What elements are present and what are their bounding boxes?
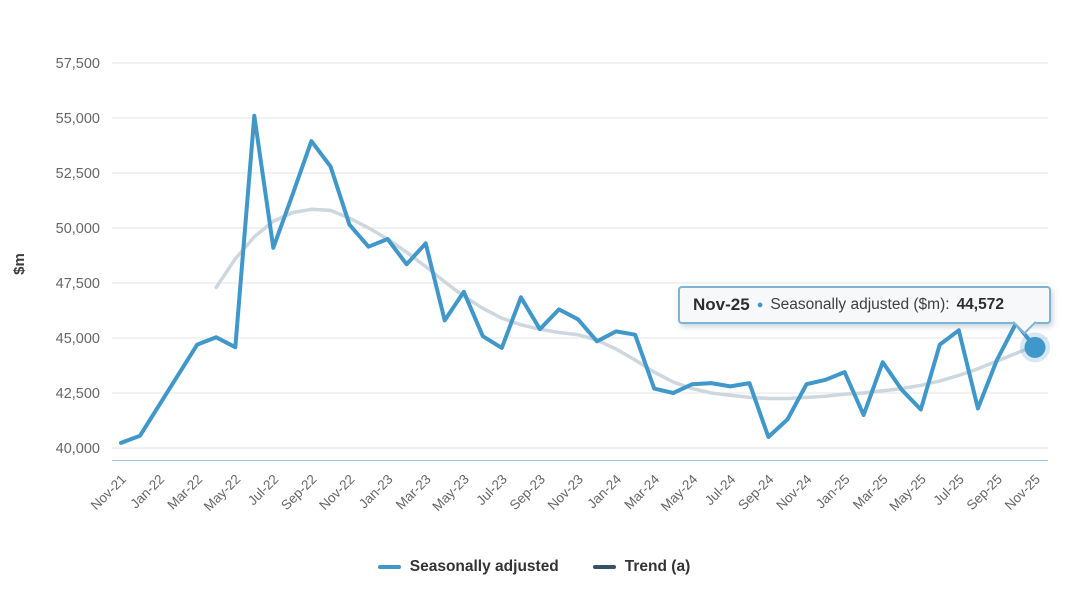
x-tick-label: May-24: [658, 471, 701, 514]
legend-item-seasonally-adjusted[interactable]: Seasonally adjusted: [377, 558, 559, 576]
x-tick-label: Sep-22: [278, 472, 319, 513]
y-tick-label: 40,000: [56, 441, 100, 457]
y-axis-labels: 40,000 42,500 45,000 47,500 50,000 52,500 55,0…: [56, 56, 100, 457]
x-tick-label: Nov-25: [1002, 472, 1043, 513]
x-tick-label: Nov-24: [773, 471, 815, 513]
tooltip-value: 44,572: [956, 296, 1004, 313]
tooltip-series-label: Seasonally adjusted ($m):: [770, 296, 950, 313]
trend-line-swatch-icon: [592, 565, 616, 569]
x-tick-label: May-25: [886, 472, 928, 514]
series-lines: [119, 113, 1037, 445]
seasonally-adjusted-line-swatch-icon: [377, 565, 401, 569]
highlight-dot[interactable]: [1024, 336, 1046, 358]
x-tick-label: Nov-22: [316, 472, 357, 513]
legend: Seasonally adjusted Trend (a): [0, 558, 1068, 576]
y-tick-label: 45,000: [56, 331, 100, 347]
tooltip-period: Nov-25: [693, 295, 750, 314]
y-tick-label: 50,000: [56, 221, 100, 237]
y-tick-label: 55,000: [56, 111, 100, 127]
y-tick-label: 52,500: [56, 166, 100, 182]
x-tick-label: Mar-23: [393, 472, 434, 513]
tooltip: Nov-25 ● Seasonally adjusted ($m): 44,57…: [678, 286, 1051, 335]
seasonally-adjusted-line[interactable]: [119, 113, 1037, 445]
x-tick-label: Mar-22: [164, 472, 205, 513]
x-tick-label: Jul-24: [702, 471, 739, 508]
x-tick-label: Jan-23: [356, 472, 396, 512]
legend-label-trend: Trend (a): [624, 558, 691, 575]
x-tick-label: Jul-25: [930, 472, 967, 509]
y-tick-label: 47,500: [56, 276, 100, 292]
y-axis-title: $m: [11, 253, 28, 275]
x-tick-label: Jan-24: [584, 471, 624, 511]
tooltip-series-bullet-icon: ●: [756, 298, 764, 311]
x-tick-label: Jul-22: [245, 472, 282, 509]
y-tick-label: 57,500: [56, 56, 100, 72]
x-tick-label: May-23: [429, 472, 471, 514]
x-tick-label: Sep-23: [507, 472, 548, 513]
x-tick-label: Mar-25: [850, 472, 891, 513]
y-tick-label: 42,500: [56, 386, 100, 402]
x-tick-label: Nov-21: [88, 472, 129, 513]
x-tick-label: Sep-25: [964, 472, 1005, 513]
legend-item-trend[interactable]: Trend (a): [592, 558, 691, 576]
x-tick-label: Jul-23: [473, 472, 510, 509]
x-tick-label: Jan-25: [813, 472, 853, 512]
legend-label-seasonally-adjusted: Seasonally adjusted: [409, 558, 559, 575]
highlight-marker-group: [1020, 332, 1050, 363]
x-tick-label: Sep-24: [735, 471, 777, 513]
gridlines: [112, 62, 1048, 449]
x-tick-label: Jan-22: [127, 472, 167, 512]
x-tick-label: Mar-24: [621, 471, 662, 512]
trend-line[interactable]: [214, 207, 1037, 401]
x-tick-label: May-22: [201, 472, 243, 514]
x-tick-label: Nov-23: [545, 472, 586, 513]
